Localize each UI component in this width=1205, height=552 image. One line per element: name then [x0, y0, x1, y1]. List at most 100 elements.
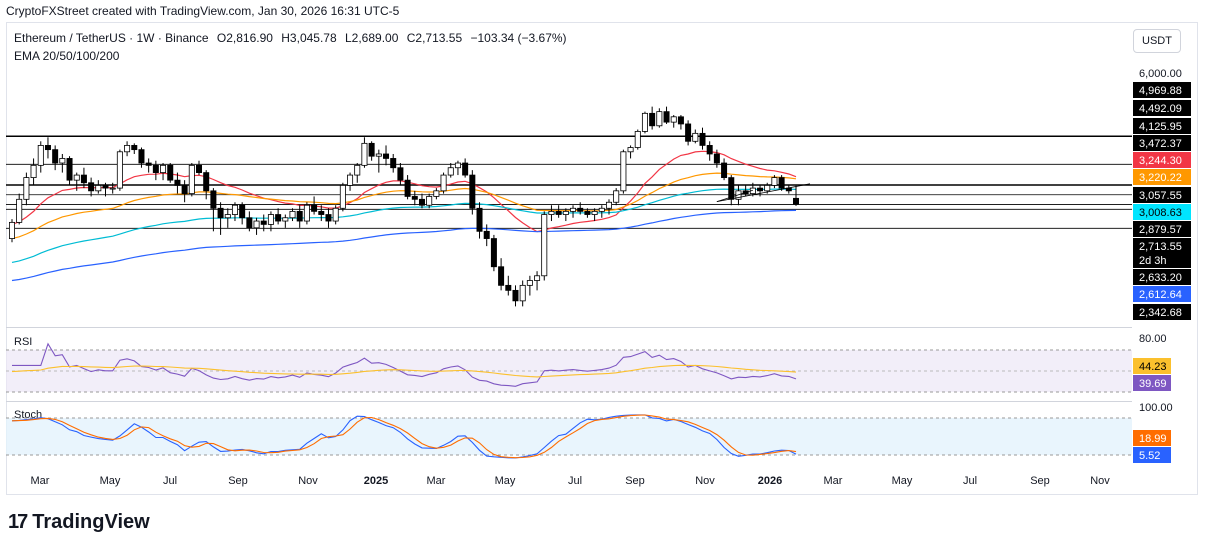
candle [203, 170, 210, 200]
candle-body [231, 204, 238, 215]
candle-body [174, 179, 181, 186]
candle-body [224, 214, 231, 219]
candle [131, 143, 138, 154]
candle-body [778, 177, 785, 189]
time-tick-label: Nov [298, 475, 318, 487]
candle [649, 106, 656, 130]
candle [570, 205, 577, 218]
price-chart[interactable]: 6,000.00 4,969.88 4,492.09 4,125.95 3,472.37… [0, 0, 1205, 500]
candle [620, 149, 627, 194]
candle-body [613, 190, 620, 203]
candle-body [267, 214, 274, 225]
candle [267, 211, 274, 232]
candle-body [498, 266, 505, 286]
candle [167, 163, 174, 183]
tradingview-logo[interactable]: 17 TradingView [8, 511, 150, 534]
price-label-text: 4,125.95 [1139, 121, 1182, 133]
candle [145, 158, 152, 173]
price-label: 2,713.55 [1133, 238, 1191, 254]
rsi-value-bg [1133, 358, 1171, 374]
currency-button[interactable]: USDT [1133, 29, 1181, 53]
chart-credit: CryptoFXStreet created with TradingView.… [6, 4, 400, 18]
candle [505, 275, 512, 296]
candle-body [88, 182, 95, 192]
candle [160, 163, 167, 181]
candle [598, 205, 605, 218]
candle [390, 153, 397, 173]
time-tick-label: Mar [824, 475, 843, 487]
candle [404, 175, 411, 200]
change-value: −103.34 (−3.67%) [470, 31, 567, 45]
candle-body [383, 153, 390, 159]
candle-body [332, 207, 339, 222]
candle-body [102, 185, 109, 189]
candle-body [526, 280, 533, 286]
stoch-band [6, 418, 1132, 455]
candle [498, 258, 505, 291]
candle [771, 175, 778, 189]
time-tick-label: May [892, 475, 913, 487]
rsi-title[interactable]: RSI [14, 336, 33, 348]
candle [30, 158, 37, 186]
candle [541, 211, 548, 281]
candle-body [160, 164, 167, 173]
candle-body [685, 123, 692, 142]
candle [231, 202, 238, 222]
price-label: 2,633.20 [1133, 269, 1191, 285]
price-label: 3,244.30 [1133, 152, 1191, 168]
time-tick-label: Nov [1090, 475, 1110, 487]
ema-20-line [11, 150, 797, 233]
time-tick-label: Sep [1030, 475, 1050, 487]
price-label-bg [1133, 252, 1191, 268]
candle-body [591, 210, 598, 215]
candle-body [584, 210, 591, 215]
candle-body [469, 174, 476, 209]
candle [37, 141, 44, 173]
price-label-bg [1133, 269, 1191, 285]
candle-body [339, 185, 346, 209]
candle [253, 217, 260, 235]
candle [383, 145, 390, 166]
candle [483, 224, 490, 247]
candle-body [30, 164, 37, 178]
rsi-value-text: 44.23 [1139, 361, 1167, 373]
candle [109, 182, 116, 194]
symbol-name[interactable]: Ethereum / TetherUS · 1W · Binance [14, 31, 209, 45]
candle [188, 163, 195, 197]
time-tick-label: Sep [228, 475, 248, 487]
candle-body [512, 289, 519, 302]
rsi-line [12, 342, 797, 387]
candle [656, 108, 663, 128]
candle [289, 208, 296, 222]
candle-body [476, 207, 483, 232]
candle [627, 145, 634, 159]
candle-body [95, 185, 102, 192]
price-label-bg [1133, 100, 1191, 116]
chart-frame[interactable] [6, 22, 1198, 495]
candle-body [210, 190, 217, 209]
candle-body [411, 196, 418, 200]
candle [23, 172, 30, 206]
candle [692, 129, 699, 144]
candle-body [634, 131, 641, 148]
candle [663, 106, 670, 124]
price-tick-label: 6,000.00 [1139, 68, 1182, 80]
ema-indicator-legend[interactable]: EMA 20/50/100/200 [14, 49, 120, 63]
candle-body [721, 162, 728, 178]
candle [239, 202, 246, 225]
candle-body [131, 145, 138, 151]
price-label-bg [1133, 286, 1191, 302]
price-label-bg [1133, 118, 1191, 134]
candle [534, 271, 541, 291]
time-tick-label: Sep [625, 475, 645, 487]
candle-body [548, 210, 555, 215]
candle [138, 147, 145, 168]
close-value: C2,713.55 [406, 31, 463, 45]
candle-body [181, 185, 188, 195]
low-value: L2,689.00 [345, 31, 399, 45]
price-label-bg [1133, 204, 1191, 220]
candle-body [490, 238, 497, 268]
symbol-legend[interactable]: Ethereum / TetherUS · 1W · Binance O2,81… [14, 31, 572, 45]
stoch-pane-divider[interactable] [6, 401, 1132, 402]
rsi-pane-divider[interactable] [6, 327, 1132, 328]
